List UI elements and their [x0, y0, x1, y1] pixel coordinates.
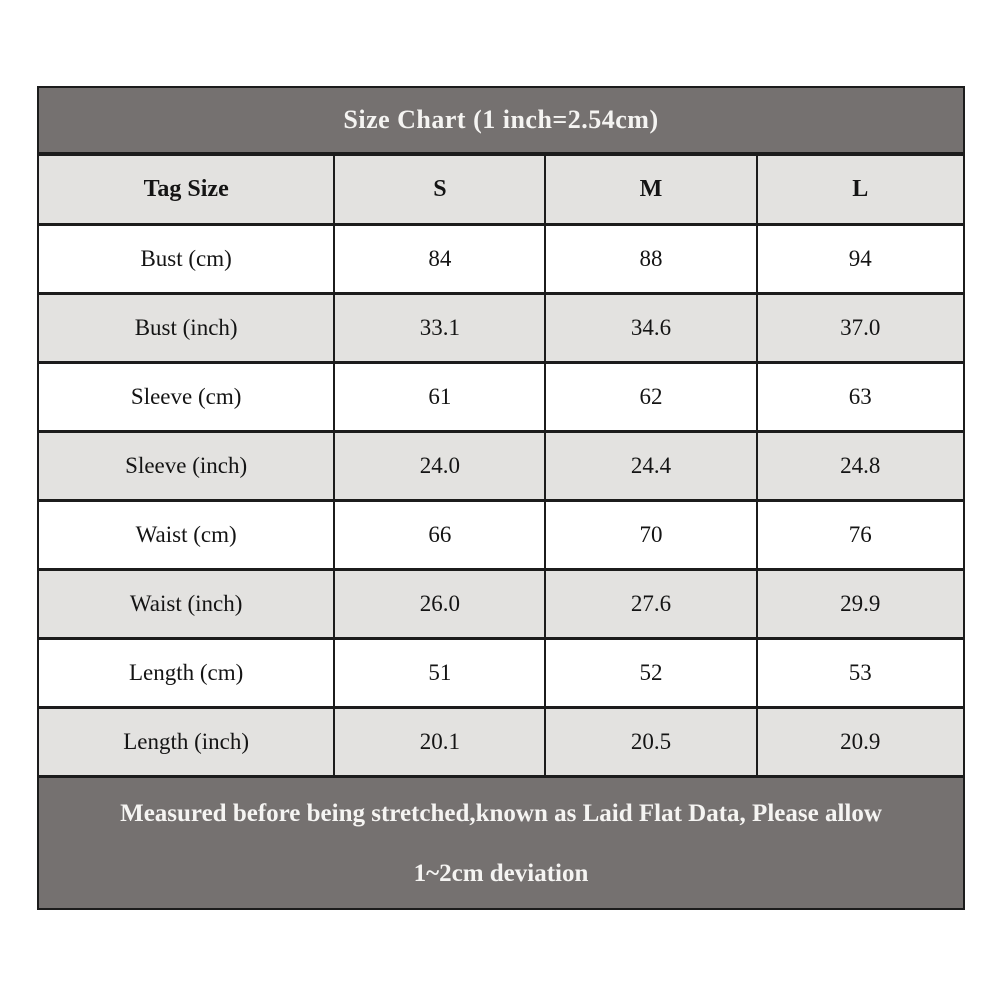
column-header-m: M	[544, 153, 758, 226]
table-row-bust-inch: Bust (inch) 33.1 34.6 37.0	[36, 292, 966, 364]
value-cell: 33.1	[333, 292, 547, 364]
value-cell: 52	[544, 637, 758, 709]
size-chart-title: Size Chart (1 inch=2.54cm)	[343, 105, 659, 134]
value-cell: 70	[544, 499, 758, 571]
value-cell: 94	[755, 223, 966, 295]
value-cell: 66	[333, 499, 547, 571]
footer-note-line-1: Measured before being stretched,known as…	[120, 800, 882, 827]
value-cell: 53	[755, 637, 966, 709]
row-label: Length (cm)	[36, 637, 336, 709]
table-row-bust-cm: Bust (cm) 84 88 94	[36, 223, 966, 295]
value-cell: 84	[333, 223, 547, 295]
size-table: Tag Size S M L Bust (cm) 84 88 94 Bust (…	[36, 153, 966, 778]
footer-note: Measured before being stretched,known as…	[37, 775, 965, 910]
column-header-tag-size: Tag Size	[36, 153, 336, 226]
value-cell: 24.4	[544, 430, 758, 502]
value-cell: 20.9	[755, 706, 966, 778]
value-cell: 24.0	[333, 430, 547, 502]
value-cell: 76	[755, 499, 966, 571]
row-label: Length (inch)	[36, 706, 336, 778]
column-header-l: L	[755, 153, 966, 226]
size-chart-title-bar: Size Chart (1 inch=2.54cm)	[37, 86, 965, 154]
row-label: Waist (cm)	[36, 499, 336, 571]
row-label: Sleeve (cm)	[36, 361, 336, 433]
value-cell: 88	[544, 223, 758, 295]
size-chart: Size Chart (1 inch=2.54cm) Tag Size S M …	[36, 86, 966, 910]
row-label: Bust (inch)	[36, 292, 336, 364]
value-cell: 37.0	[755, 292, 966, 364]
table-row-sleeve-cm: Sleeve (cm) 61 62 63	[36, 361, 966, 433]
column-header-s: S	[333, 153, 547, 226]
footer-note-line-2: 1~2cm deviation	[413, 860, 589, 887]
table-row-length-cm: Length (cm) 51 52 53	[36, 637, 966, 709]
value-cell: 26.0	[333, 568, 547, 640]
value-cell: 29.9	[755, 568, 966, 640]
value-cell: 62	[544, 361, 758, 433]
table-header-row: Tag Size S M L	[36, 153, 966, 226]
value-cell: 20.1	[333, 706, 547, 778]
value-cell: 20.5	[544, 706, 758, 778]
value-cell: 34.6	[544, 292, 758, 364]
value-cell: 27.6	[544, 568, 758, 640]
table-row-sleeve-inch: Sleeve (inch) 24.0 24.4 24.8	[36, 430, 966, 502]
value-cell: 61	[333, 361, 547, 433]
value-cell: 24.8	[755, 430, 966, 502]
table-row-waist-cm: Waist (cm) 66 70 76	[36, 499, 966, 571]
row-label: Sleeve (inch)	[36, 430, 336, 502]
table-row-waist-inch: Waist (inch) 26.0 27.6 29.9	[36, 568, 966, 640]
table-row-length-inch: Length (inch) 20.1 20.5 20.9	[36, 706, 966, 778]
row-label: Bust (cm)	[36, 223, 336, 295]
value-cell: 63	[755, 361, 966, 433]
row-label: Waist (inch)	[36, 568, 336, 640]
value-cell: 51	[333, 637, 547, 709]
